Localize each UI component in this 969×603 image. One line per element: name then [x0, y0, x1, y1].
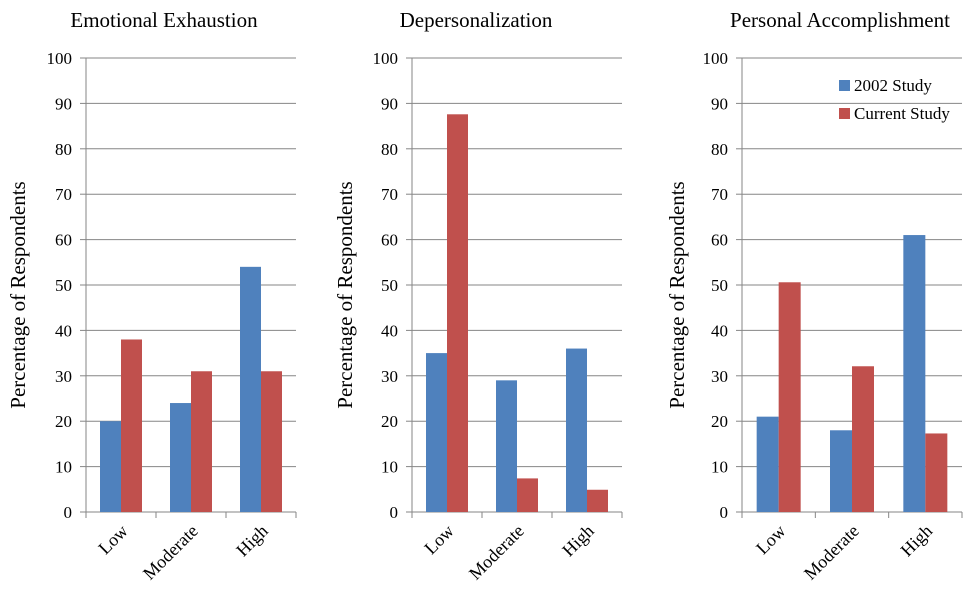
y-tick-label: 30	[381, 367, 398, 386]
bar-2002-low	[100, 421, 121, 512]
y-tick-label: 80	[711, 140, 728, 159]
chart-title: Emotional Exhaustion	[70, 8, 258, 32]
bar-current-high	[587, 489, 608, 512]
x-tick-label: Low	[420, 521, 457, 558]
y-tick-label: 90	[711, 94, 728, 113]
y-tick-label: 40	[381, 321, 398, 340]
legend-entry: 2002 Study	[854, 76, 932, 95]
y-tick-label: 100	[373, 49, 399, 68]
bar-current-high	[925, 433, 948, 512]
bar-2002-high	[240, 266, 261, 512]
y-tick-label: 90	[381, 94, 398, 113]
y-tick-label: 20	[381, 412, 398, 431]
bar-current-moderate	[191, 371, 212, 512]
y-tick-label: 60	[381, 231, 398, 250]
y-tick-label: 60	[711, 231, 728, 250]
chart-title: Depersonalization	[400, 8, 553, 32]
bar-current-high	[261, 371, 282, 512]
bar-2002-high	[566, 348, 587, 512]
y-tick-label: 50	[711, 276, 728, 295]
y-tick-label: 80	[55, 140, 72, 159]
y-tick-label: 0	[720, 503, 729, 522]
chart-title: Personal Accomplishment	[730, 8, 950, 32]
y-tick-label: 10	[711, 458, 728, 477]
legend-swatch	[839, 80, 850, 91]
y-tick-label: 70	[381, 185, 398, 204]
bar-2002-moderate	[496, 380, 517, 512]
y-axis-label: Percentage of Respondents	[665, 181, 689, 408]
bar-2002-low	[756, 416, 779, 512]
x-tick-label: Moderate	[465, 521, 528, 584]
legend-entry: Current Study	[854, 104, 950, 123]
y-tick-label: 70	[55, 185, 72, 204]
y-tick-label: 10	[381, 458, 398, 477]
y-tick-label: 50	[381, 276, 398, 295]
bar-2002-moderate	[830, 430, 852, 512]
y-tick-label: 0	[64, 503, 73, 522]
y-tick-label: 20	[55, 412, 72, 431]
y-tick-label: 40	[711, 321, 728, 340]
x-tick-label: High	[558, 521, 598, 561]
legend-swatch	[839, 108, 850, 119]
y-tick-label: 10	[55, 458, 72, 477]
y-axis-label: Percentage of Respondents	[333, 181, 357, 408]
bar-current-moderate	[517, 478, 538, 512]
y-tick-label: 40	[55, 321, 72, 340]
y-tick-label: 60	[55, 231, 72, 250]
x-tick-label: Low	[752, 521, 789, 558]
x-tick-label: Low	[94, 521, 131, 558]
bar-2002-moderate	[170, 403, 191, 512]
y-tick-label: 90	[55, 94, 72, 113]
y-tick-label: 70	[711, 185, 728, 204]
bar-current-moderate	[852, 366, 874, 512]
y-tick-label: 0	[390, 503, 399, 522]
bar-2002-low	[426, 353, 447, 512]
bar-current-low	[778, 282, 801, 512]
y-tick-label: 30	[55, 367, 72, 386]
bar-2002-high	[903, 235, 926, 512]
bar-current-low	[121, 339, 142, 512]
y-tick-label: 30	[711, 367, 728, 386]
y-tick-label: 100	[703, 49, 729, 68]
x-tick-label: High	[897, 521, 937, 561]
y-tick-label: 80	[381, 140, 398, 159]
x-tick-label: Moderate	[139, 521, 202, 584]
y-tick-label: 20	[711, 412, 728, 431]
y-tick-label: 50	[55, 276, 72, 295]
x-tick-label: High	[232, 521, 272, 561]
bar-current-low	[447, 114, 468, 513]
y-axis-label: Percentage of Respondents	[6, 181, 30, 408]
x-tick-label: Moderate	[800, 521, 863, 584]
y-tick-label: 100	[47, 49, 73, 68]
